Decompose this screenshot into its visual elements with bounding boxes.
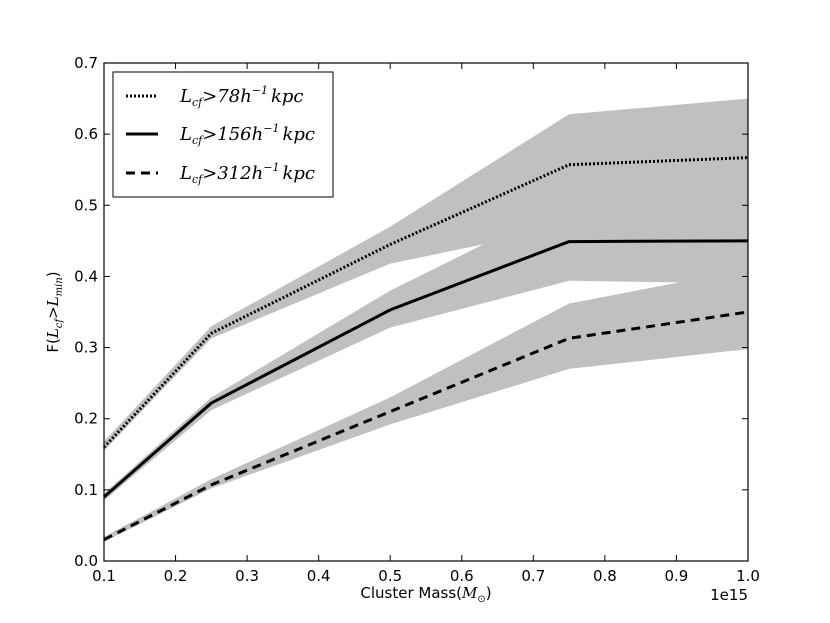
y-tick-label: 0.4 (74, 267, 98, 285)
band-312 (104, 269, 748, 542)
series-line-312 (103, 310, 749, 541)
x-tick-label: 0.2 (164, 567, 188, 585)
axis-tick-labels: 0.1 0.2 0.3 0.4 0.5 0.6 0.7 0.8 0.9 1.00.00.10.20… (74, 54, 760, 585)
y-tick-label: 0.3 (74, 339, 98, 357)
x-tick-label: 0.9 (665, 567, 689, 585)
y-axis-label-prefix: F( (44, 338, 62, 352)
y-axis-label-suffix: ) (44, 271, 62, 277)
series-line-78 (102, 156, 749, 449)
y-axis-label-sub2: min (54, 277, 65, 296)
series-line-156 (103, 239, 749, 499)
x-tick-label: 1.0 (736, 567, 760, 585)
x-offset-text: 1e15 (710, 586, 748, 604)
band-156 (104, 198, 748, 501)
x-tick-label: 0.7 (521, 567, 545, 585)
legend-entry-312: Lcf>312h−1 kpc (179, 161, 315, 186)
y-axis-label-sub1: cf (54, 317, 65, 329)
x-axis-label-suffix: ) (486, 584, 492, 602)
y-tick-label: 0.2 (74, 410, 98, 428)
y-tick-label: 0.0 (74, 552, 98, 570)
x-tick-label: 0.4 (307, 567, 331, 585)
y-tick-label: 0.6 (74, 125, 98, 143)
x-axis-label-prefix: Cluster Mass( (360, 584, 462, 602)
y-axis-label-op: > (44, 306, 62, 319)
y-tick-label: 0.1 (74, 481, 98, 499)
x-tick-label: 0.8 (593, 567, 617, 585)
x-axis-label-symbol: M (461, 584, 478, 602)
y-axis-label: F(Lcf>Lmin) (44, 271, 65, 352)
legend-entry-78: Lcf>78h−1 kpc (179, 84, 304, 109)
y-tick-label: 0.7 (74, 54, 98, 72)
y-axis-label-L2: L (44, 296, 62, 307)
x-tick-label: 0.6 (450, 567, 474, 585)
x-axis-label: Cluster Mass(M⊙) (360, 584, 491, 605)
x-tick-label: 0.5 (378, 567, 402, 585)
y-tick-label: 0.5 (74, 196, 98, 214)
x-tick-label: 0.3 (235, 567, 259, 585)
x-tick-label: 0.1 (92, 567, 116, 585)
band-78 (104, 98, 748, 451)
confidence-bands (104, 98, 748, 542)
y-axis-label-L1: L (44, 328, 62, 339)
legend: Lcf>78h−1 kpc Lcf>156h−1 kpc Lcf>312h−1 kpc (112, 71, 334, 198)
axis-ticks (103, 62, 749, 562)
x-axis-label-sub: ⊙ (477, 594, 485, 605)
series-lines (102, 156, 749, 541)
legend-entry-156: Lcf>156h−1 kpc (179, 122, 315, 147)
plot-frame (103, 62, 749, 562)
